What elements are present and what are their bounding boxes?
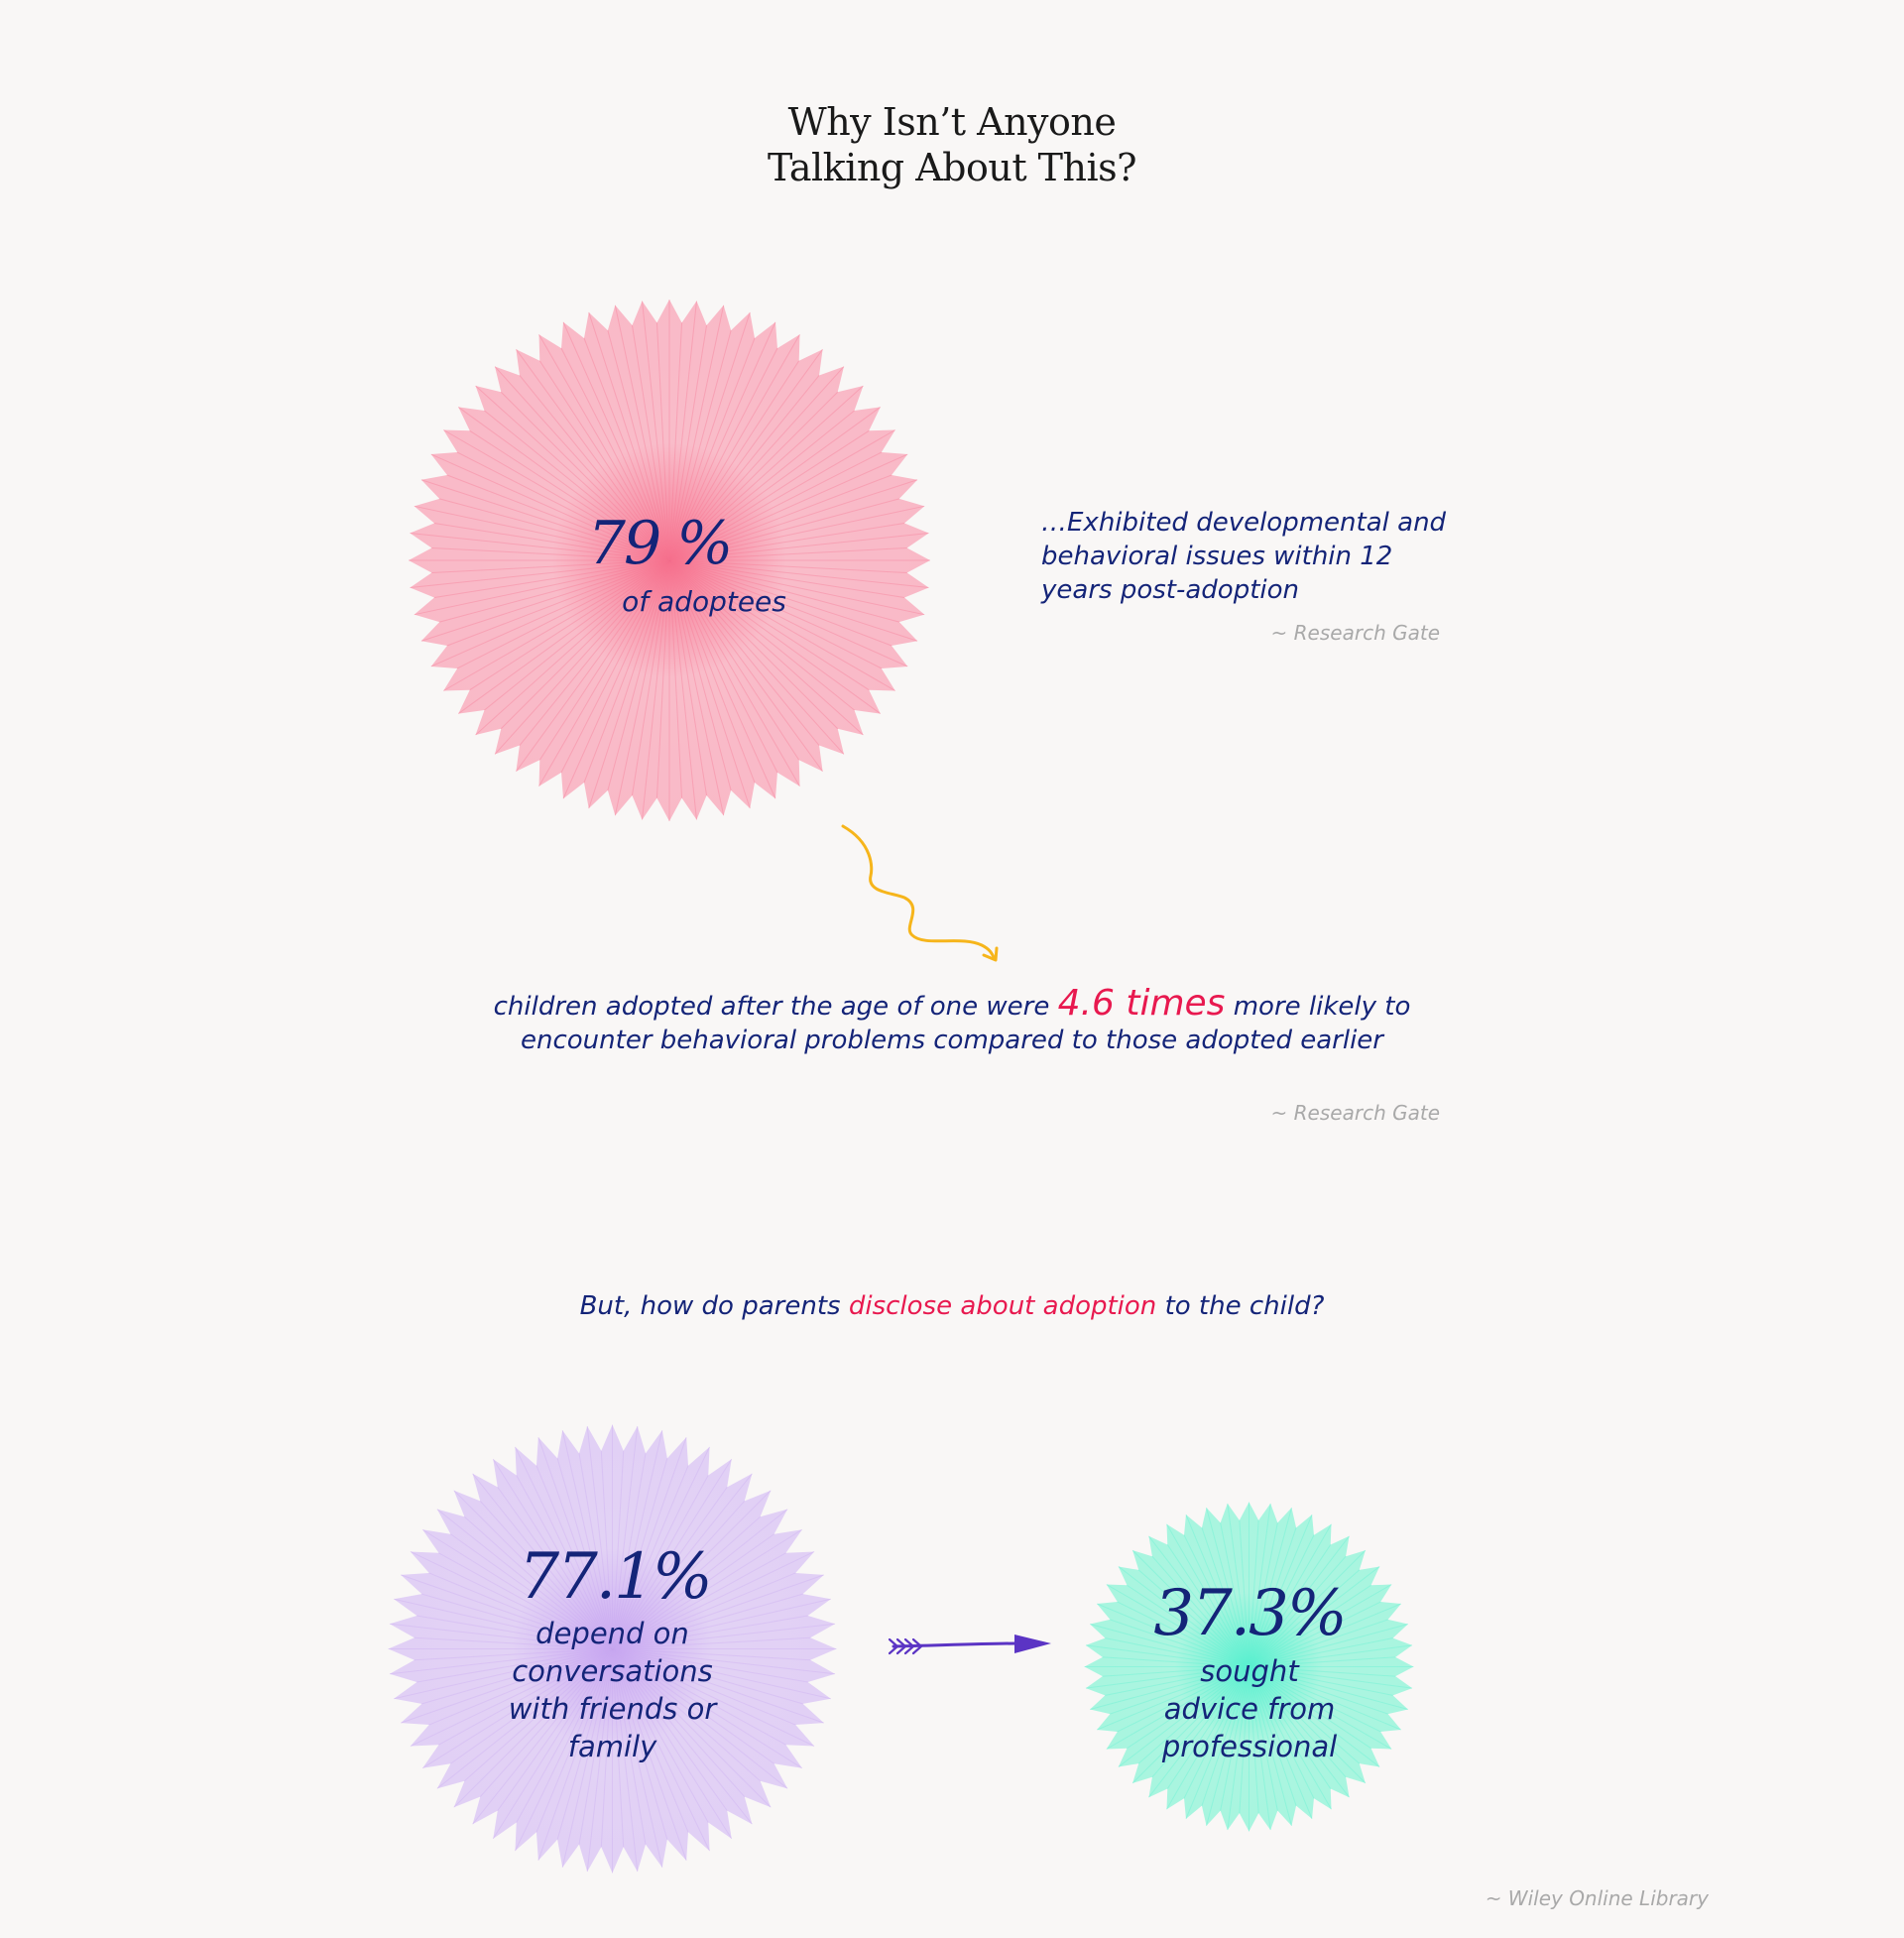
question-highlight: disclose about adoption bbox=[848, 1291, 1157, 1321]
pink-burst-badge bbox=[409, 300, 930, 821]
wavy-arrow-icon bbox=[841, 824, 999, 962]
title-line-1: Why Isn’t Anyone bbox=[787, 100, 1117, 144]
stat-37-caption: sought advice from professional bbox=[1161, 1654, 1338, 1763]
statement-before: children adopted after the age of one we… bbox=[493, 992, 1050, 1022]
title-line-2: Talking About This? bbox=[767, 146, 1137, 189]
source-research-gate-2: ~ Research Gate bbox=[1270, 1101, 1440, 1125]
source-research-gate-1: ~ Research Gate bbox=[1270, 621, 1440, 645]
lavender-burst-badge bbox=[388, 1424, 837, 1874]
stat-79-caption: of adoptees bbox=[622, 585, 786, 618]
stat-79-description: …Exhibited developmental and behavioral … bbox=[1041, 508, 1447, 605]
statement-after: more likely to encounter behavioral prob… bbox=[520, 992, 1411, 1055]
stat-79-value: 79 % bbox=[587, 509, 733, 578]
stat-77-value: 77.1% bbox=[519, 1540, 712, 1614]
question-before: But, how do parents bbox=[579, 1291, 841, 1321]
source-wiley-online-library: ~ Wiley Online Library bbox=[1485, 1886, 1709, 1910]
stat-77-caption: depend on conversations with friends or … bbox=[508, 1617, 717, 1763]
stat-4-6-times-statement: children adopted after the age of one we… bbox=[426, 986, 1478, 1057]
page-title: Why Isn’t Anyone Talking About This? bbox=[0, 99, 1904, 190]
feather-arrow-icon bbox=[888, 1635, 1051, 1655]
statement-highlight: 4.6 times bbox=[1057, 983, 1226, 1024]
stat-37-value: 37.3% bbox=[1153, 1577, 1347, 1650]
mint-burst-badge bbox=[1084, 1502, 1414, 1832]
question-after: to the child? bbox=[1164, 1291, 1325, 1321]
disclosure-question: But, how do parents disclose about adopt… bbox=[0, 1289, 1904, 1323]
